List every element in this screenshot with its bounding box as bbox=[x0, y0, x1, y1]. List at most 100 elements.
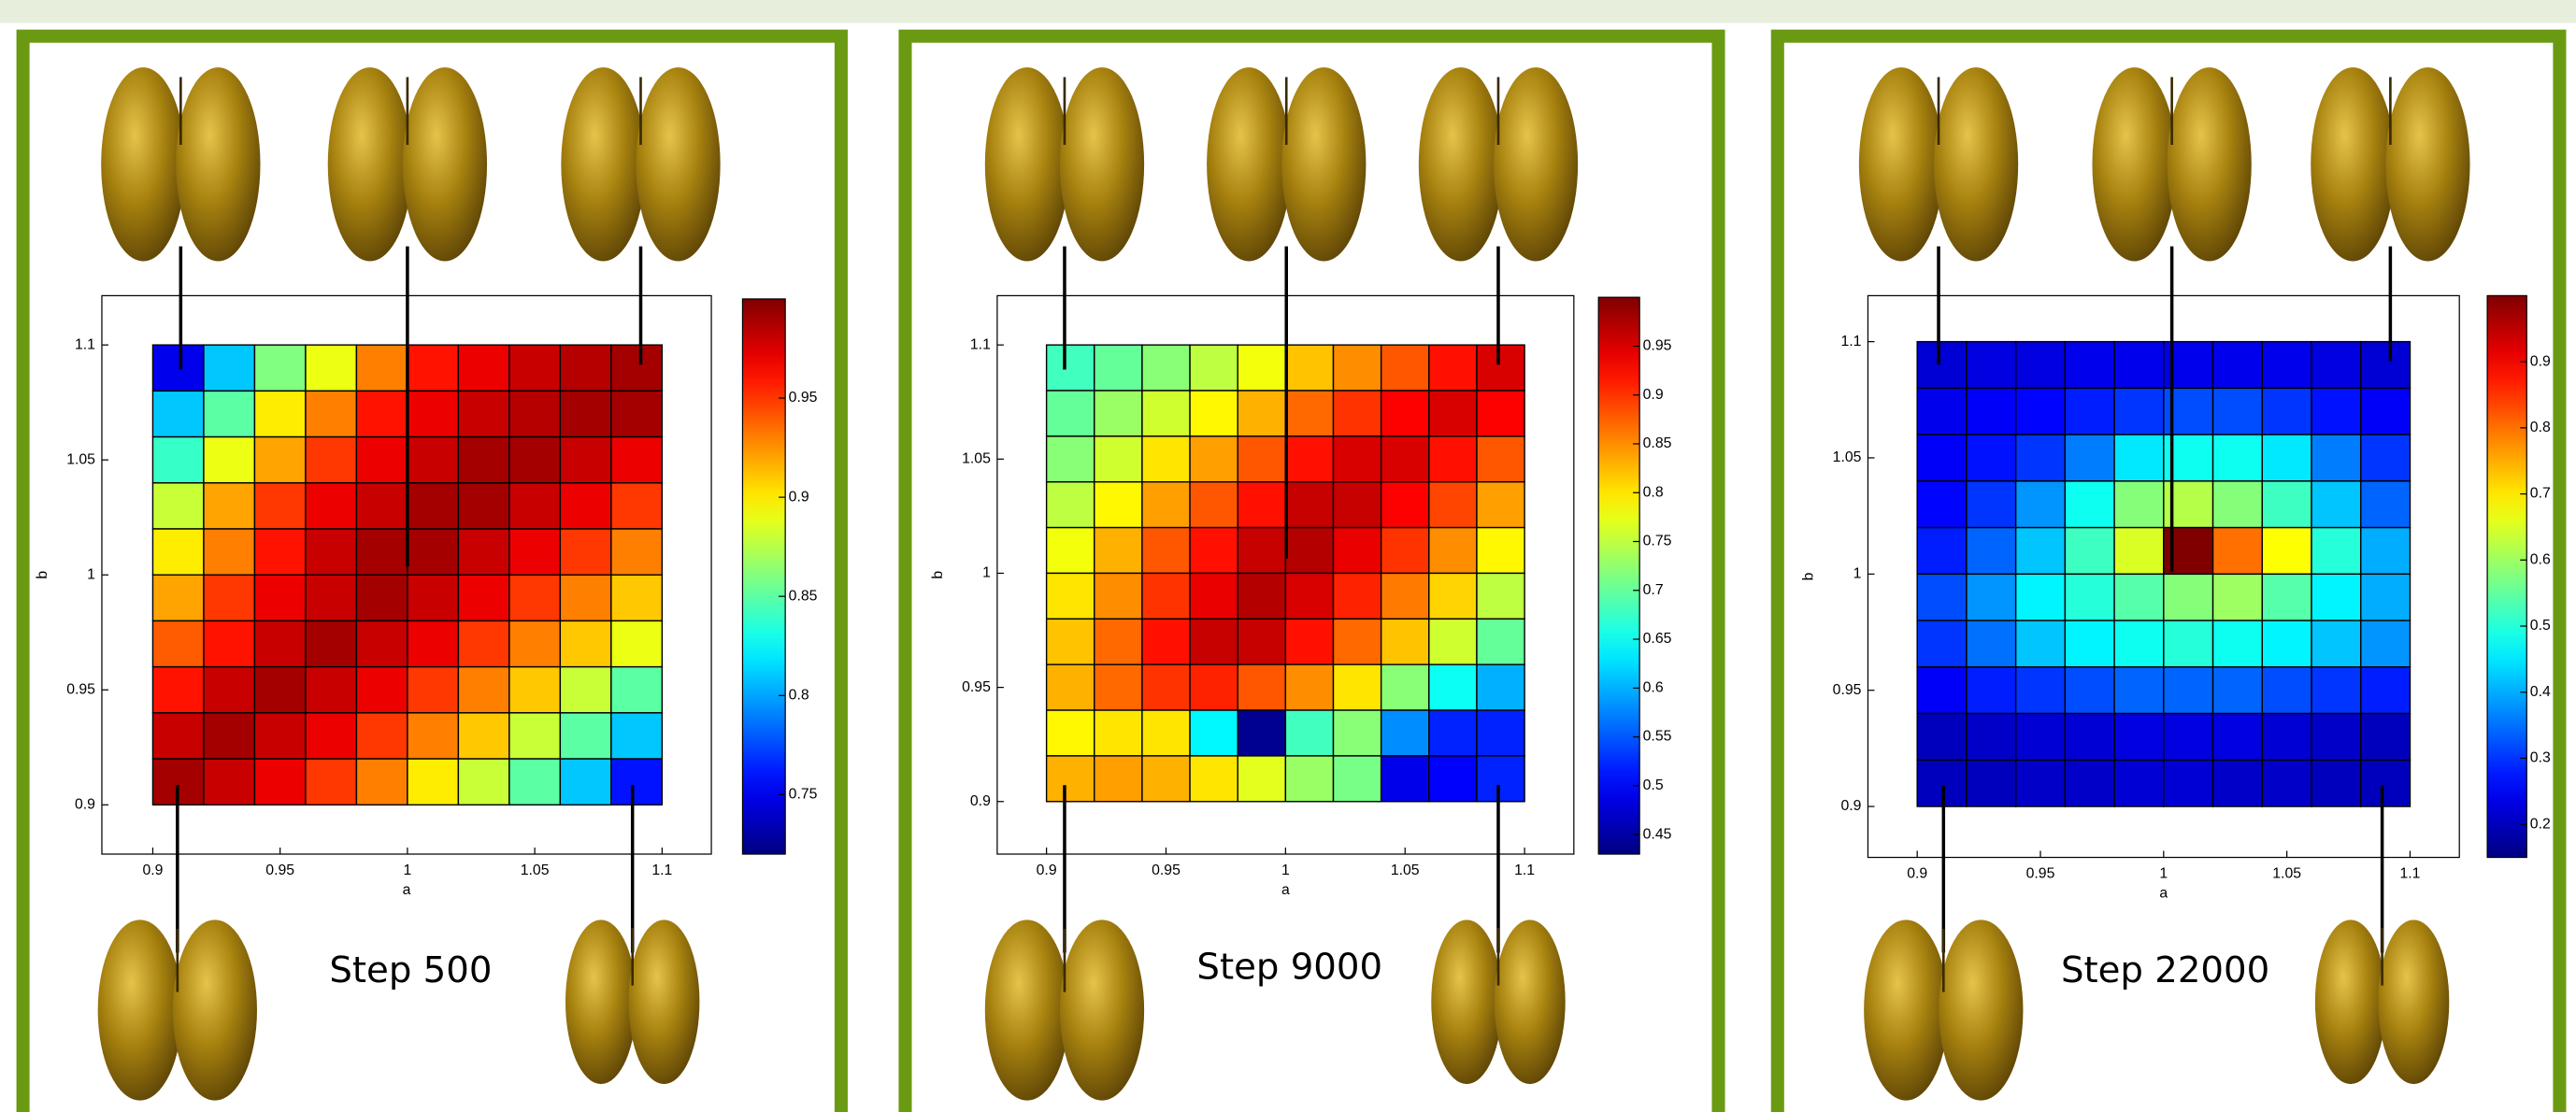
heatmap-cell bbox=[407, 435, 460, 484]
heatmap-cell bbox=[1284, 755, 1335, 803]
heatmap-cell bbox=[508, 344, 562, 392]
brain-lobe bbox=[97, 920, 182, 1101]
colorbar-tick-label: 0.8 bbox=[789, 687, 809, 703]
step-label: Step 500 bbox=[329, 949, 492, 991]
heatmap-cell bbox=[2311, 340, 2362, 390]
heatmap-cell bbox=[2311, 666, 2362, 715]
heatmap-cell bbox=[508, 758, 562, 805]
heatmap-cell bbox=[2360, 526, 2411, 576]
heatmap-cell bbox=[1189, 481, 1238, 529]
heatmap-cell bbox=[508, 574, 562, 622]
heatmap-cell bbox=[407, 344, 460, 392]
heatmap-cell bbox=[1189, 572, 1238, 620]
heatmap-cell bbox=[1916, 480, 1968, 529]
heatmap-cell bbox=[1428, 572, 1478, 620]
heatmap-cell bbox=[1141, 618, 1191, 665]
colorbar-tick-label: 0.9 bbox=[789, 489, 809, 505]
heatmap-cell bbox=[203, 528, 256, 576]
y-tick-label: 1 bbox=[982, 565, 991, 581]
x-tick-label: 1.1 bbox=[651, 863, 672, 878]
heatmap-cell bbox=[559, 574, 612, 622]
colorbar-tick-label: 0.5 bbox=[1643, 777, 1664, 793]
heatmap-cell bbox=[2064, 434, 2115, 482]
heatmap-cell bbox=[1094, 663, 1143, 711]
heatmap-cell bbox=[305, 528, 358, 576]
heatmap-cell bbox=[355, 435, 408, 484]
brain-image bbox=[984, 67, 1145, 262]
heatmap-cell bbox=[355, 574, 408, 622]
heatmap-cell bbox=[559, 758, 612, 805]
heatmap-cell bbox=[1916, 573, 1968, 621]
heatmap-cell bbox=[1237, 344, 1287, 392]
brain-image bbox=[101, 67, 261, 262]
heatmap-cell bbox=[610, 344, 664, 392]
heatmap-cell bbox=[1476, 572, 1525, 620]
colorbar-tick-label: 0.75 bbox=[1643, 534, 1672, 549]
heatmap-cell bbox=[508, 390, 562, 438]
heatmap-cell bbox=[2113, 712, 2165, 762]
heatmap-cell bbox=[2064, 480, 2115, 529]
heatmap-cell bbox=[2014, 526, 2067, 576]
heatmap-cell bbox=[1141, 344, 1191, 392]
heatmap-cell bbox=[305, 758, 358, 805]
heatmap-cell bbox=[2360, 387, 2411, 435]
heatmap-cell bbox=[1045, 526, 1095, 575]
heatmap-cell bbox=[2211, 340, 2263, 390]
heatmap-cell bbox=[2064, 666, 2115, 715]
heatmap-cell bbox=[203, 758, 256, 805]
heatmap-cell bbox=[305, 482, 358, 530]
heatmap-cell bbox=[2163, 620, 2214, 668]
heatmap-cell bbox=[2360, 340, 2411, 390]
brain-lobe bbox=[2092, 67, 2177, 262]
heatmap-cell bbox=[2211, 620, 2263, 668]
heatmap-cell bbox=[2211, 526, 2263, 576]
heatmap-cell bbox=[203, 574, 256, 622]
heatmap-cell bbox=[610, 712, 664, 760]
heatmap-cell bbox=[559, 528, 612, 576]
heatmap-cell bbox=[203, 620, 256, 668]
heatmap-cell bbox=[610, 758, 664, 805]
heatmap-cell bbox=[1380, 435, 1430, 483]
heatmap-cell bbox=[203, 435, 256, 484]
heatmap-cell bbox=[2360, 759, 2411, 807]
heatmap-cell bbox=[2064, 759, 2115, 807]
heatmap-cell bbox=[1141, 755, 1191, 803]
heatmap-cell bbox=[1916, 620, 1968, 668]
heatmap-cell bbox=[1332, 663, 1382, 711]
brain-lobe bbox=[2378, 920, 2450, 1085]
heatmap-cell bbox=[2064, 573, 2115, 621]
heatmap-cell bbox=[2163, 759, 2214, 807]
heatmap-cell bbox=[2163, 712, 2214, 762]
heatmap-cell bbox=[407, 528, 460, 576]
x-tick-label: 1.05 bbox=[521, 863, 550, 878]
heatmap-cell bbox=[1045, 709, 1095, 757]
heatmap-cell bbox=[253, 758, 307, 805]
heatmap-cell bbox=[2014, 712, 2067, 762]
heatmap-cell bbox=[508, 620, 562, 668]
heatmap-cell bbox=[253, 344, 307, 392]
heatmap-cell bbox=[1966, 340, 2017, 390]
heatmap-cell bbox=[1284, 618, 1335, 665]
heatmap-cell bbox=[508, 482, 562, 530]
heatmap-cell bbox=[305, 344, 358, 392]
heatmap-cell bbox=[2261, 666, 2312, 715]
heatmap-cell bbox=[1476, 663, 1525, 711]
y-tick-label: 1 bbox=[87, 566, 95, 582]
colorbar bbox=[741, 298, 786, 855]
heatmap-cell bbox=[1284, 572, 1335, 620]
x-tick-label: 0.95 bbox=[2026, 865, 2055, 881]
y-tick-label: 1.05 bbox=[66, 451, 95, 467]
heatmap-cell bbox=[1916, 666, 1968, 715]
y-tick-label: 0.9 bbox=[1840, 798, 1861, 814]
heatmap-cell bbox=[1380, 481, 1430, 529]
brain-image bbox=[565, 920, 700, 1085]
brain-image bbox=[561, 67, 721, 262]
brain-lobe bbox=[1207, 67, 1292, 262]
heatmap-cell bbox=[1141, 390, 1191, 437]
brain-image bbox=[1864, 920, 2024, 1101]
heatmap-cell bbox=[2311, 387, 2362, 435]
heatmap-cell bbox=[1966, 573, 2017, 621]
heatmap-cell bbox=[2064, 620, 2115, 668]
x-tick-label: 1.05 bbox=[2272, 865, 2301, 881]
heatmap-cell bbox=[559, 665, 612, 714]
